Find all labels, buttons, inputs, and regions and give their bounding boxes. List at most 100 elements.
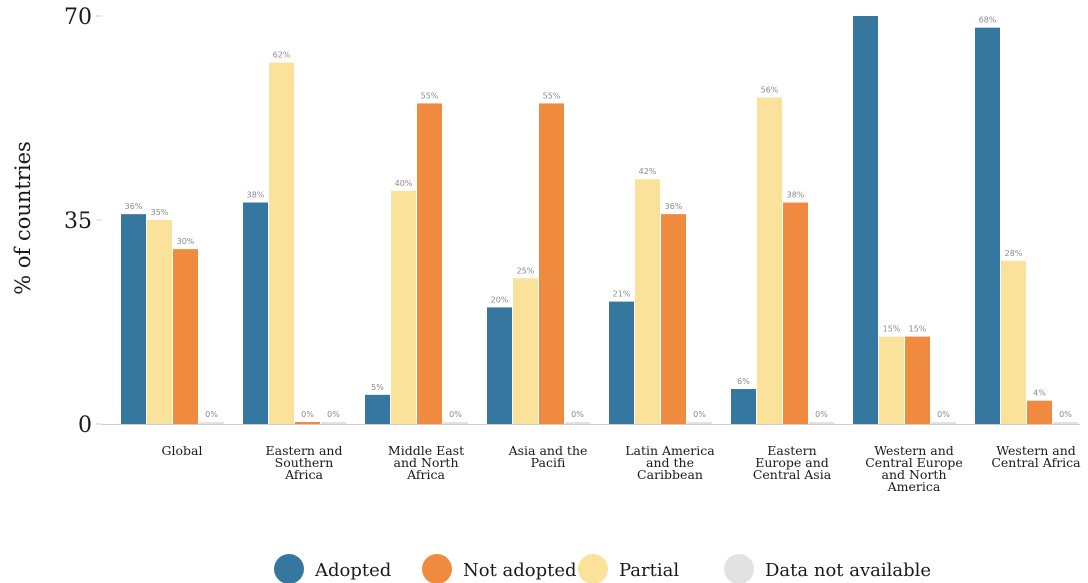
category-label: Western and (874, 443, 954, 458)
bar-data-not-available (687, 422, 712, 424)
data-label: 15% (883, 325, 901, 334)
y-axis-label: % of countries (11, 141, 35, 295)
bar-partial (391, 190, 416, 424)
category-label: and North (394, 455, 459, 470)
data-label: 68% (979, 16, 997, 25)
data-label: 4% (1033, 389, 1046, 398)
category-label: and the (646, 455, 694, 470)
category-label: Caribbean (637, 467, 703, 482)
data-label: 38% (787, 191, 805, 200)
data-label: 28% (1005, 249, 1023, 258)
bar-adopted (243, 202, 268, 424)
bar-not-adopted (661, 214, 686, 424)
category-label: Central Europe (865, 455, 963, 470)
category-label: America (887, 479, 941, 494)
data-label: 55% (543, 91, 561, 100)
data-label: 0% (1059, 410, 1072, 419)
bars (121, 16, 1078, 425)
bar-adopted (853, 16, 878, 424)
bar-not-adopted (295, 422, 320, 424)
data-label: 38% (247, 191, 265, 200)
legend-swatch-partial (578, 554, 608, 583)
legend-label: Not adopted (463, 560, 577, 581)
data-label: 21% (613, 290, 631, 299)
legend-label: Partial (619, 560, 679, 581)
data-label: 55% (421, 91, 439, 100)
bar-data-not-available (443, 422, 468, 424)
category-label: Africa (284, 467, 323, 482)
data-label: 0% (937, 410, 950, 419)
legend-label: Data not available (765, 560, 931, 581)
bar-partial (1001, 260, 1026, 424)
bar-adopted (731, 389, 756, 424)
bar-adopted (975, 27, 1000, 425)
legend: Adopted Not adopted Partial Data not availa… (274, 554, 931, 583)
data-label: 5% (371, 383, 384, 392)
bar-data-not-available (321, 422, 346, 424)
bar-partial (513, 278, 538, 424)
category-label: Central Asia (753, 467, 832, 482)
data-label: 0% (301, 410, 314, 419)
data-labels: 36% 35% 30% 0% 38% 62% 0% 0% 5% 40% 55% 0% 20% 25% 55%… (125, 16, 1073, 419)
bar-data-not-available (931, 422, 956, 424)
bar-partial (147, 220, 172, 424)
legend-swatch-not-adopted (422, 554, 452, 583)
data-label: 15% (909, 325, 927, 334)
category-label: Pacifi (531, 455, 566, 470)
data-label: 35% (151, 208, 169, 217)
data-label: 30% (177, 237, 195, 246)
data-label: 40% (395, 179, 413, 188)
category-label: Western and (996, 443, 1076, 458)
bar-adopted (487, 307, 512, 424)
bar-not-adopted (905, 336, 930, 424)
data-label: 0% (449, 410, 462, 419)
legend-swatch-data-not-available (724, 554, 754, 583)
y-tick-label: 70 (64, 5, 92, 30)
data-label: 6% (737, 377, 750, 386)
data-label: 36% (665, 202, 683, 211)
data-label: 62% (273, 51, 291, 60)
bar-partial (635, 179, 660, 424)
bar-data-not-available (809, 422, 834, 424)
data-label: 20% (491, 295, 509, 304)
data-label: 0% (327, 410, 340, 419)
category-label: Eastern and (266, 443, 343, 458)
category-label: Asia and the (508, 443, 588, 458)
category-label: Europe and (755, 455, 829, 470)
data-label: 0% (693, 410, 706, 419)
bar-partial (879, 336, 904, 424)
legend-swatch-adopted (274, 554, 304, 583)
category-label: Africa (406, 467, 445, 482)
data-label: 42% (639, 167, 657, 176)
y-axis: 0 35 70 (64, 5, 102, 438)
category-label: and North (882, 467, 947, 482)
bar-adopted (609, 301, 634, 424)
category-label: Latin America (625, 443, 715, 458)
y-tick-label: 0 (78, 413, 92, 438)
data-label: 0% (205, 410, 218, 419)
data-label: 0% (571, 410, 584, 419)
data-label: 56% (761, 86, 779, 95)
legend-label: Adopted (314, 560, 391, 581)
bar-data-not-available (1053, 422, 1078, 424)
category-label: Central Africa (991, 455, 1081, 470)
data-label: 25% (517, 266, 535, 275)
y-tick-label: 35 (64, 209, 92, 234)
data-label: 36% (125, 202, 143, 211)
bar-partial (269, 62, 294, 424)
data-label: 0% (815, 410, 828, 419)
bar-data-not-available (199, 422, 224, 424)
bar-not-adopted (417, 103, 442, 424)
bar-adopted (121, 214, 146, 424)
bar-partial (757, 97, 782, 424)
bar-not-adopted (783, 202, 808, 424)
category-label: Middle East (388, 443, 464, 458)
category-label: Eastern (767, 443, 816, 458)
bar-adopted (365, 394, 390, 424)
category-label: Global (162, 443, 203, 458)
category-label: Southern (275, 455, 334, 470)
bar-not-adopted (173, 249, 198, 424)
bar-data-not-available (565, 422, 590, 424)
